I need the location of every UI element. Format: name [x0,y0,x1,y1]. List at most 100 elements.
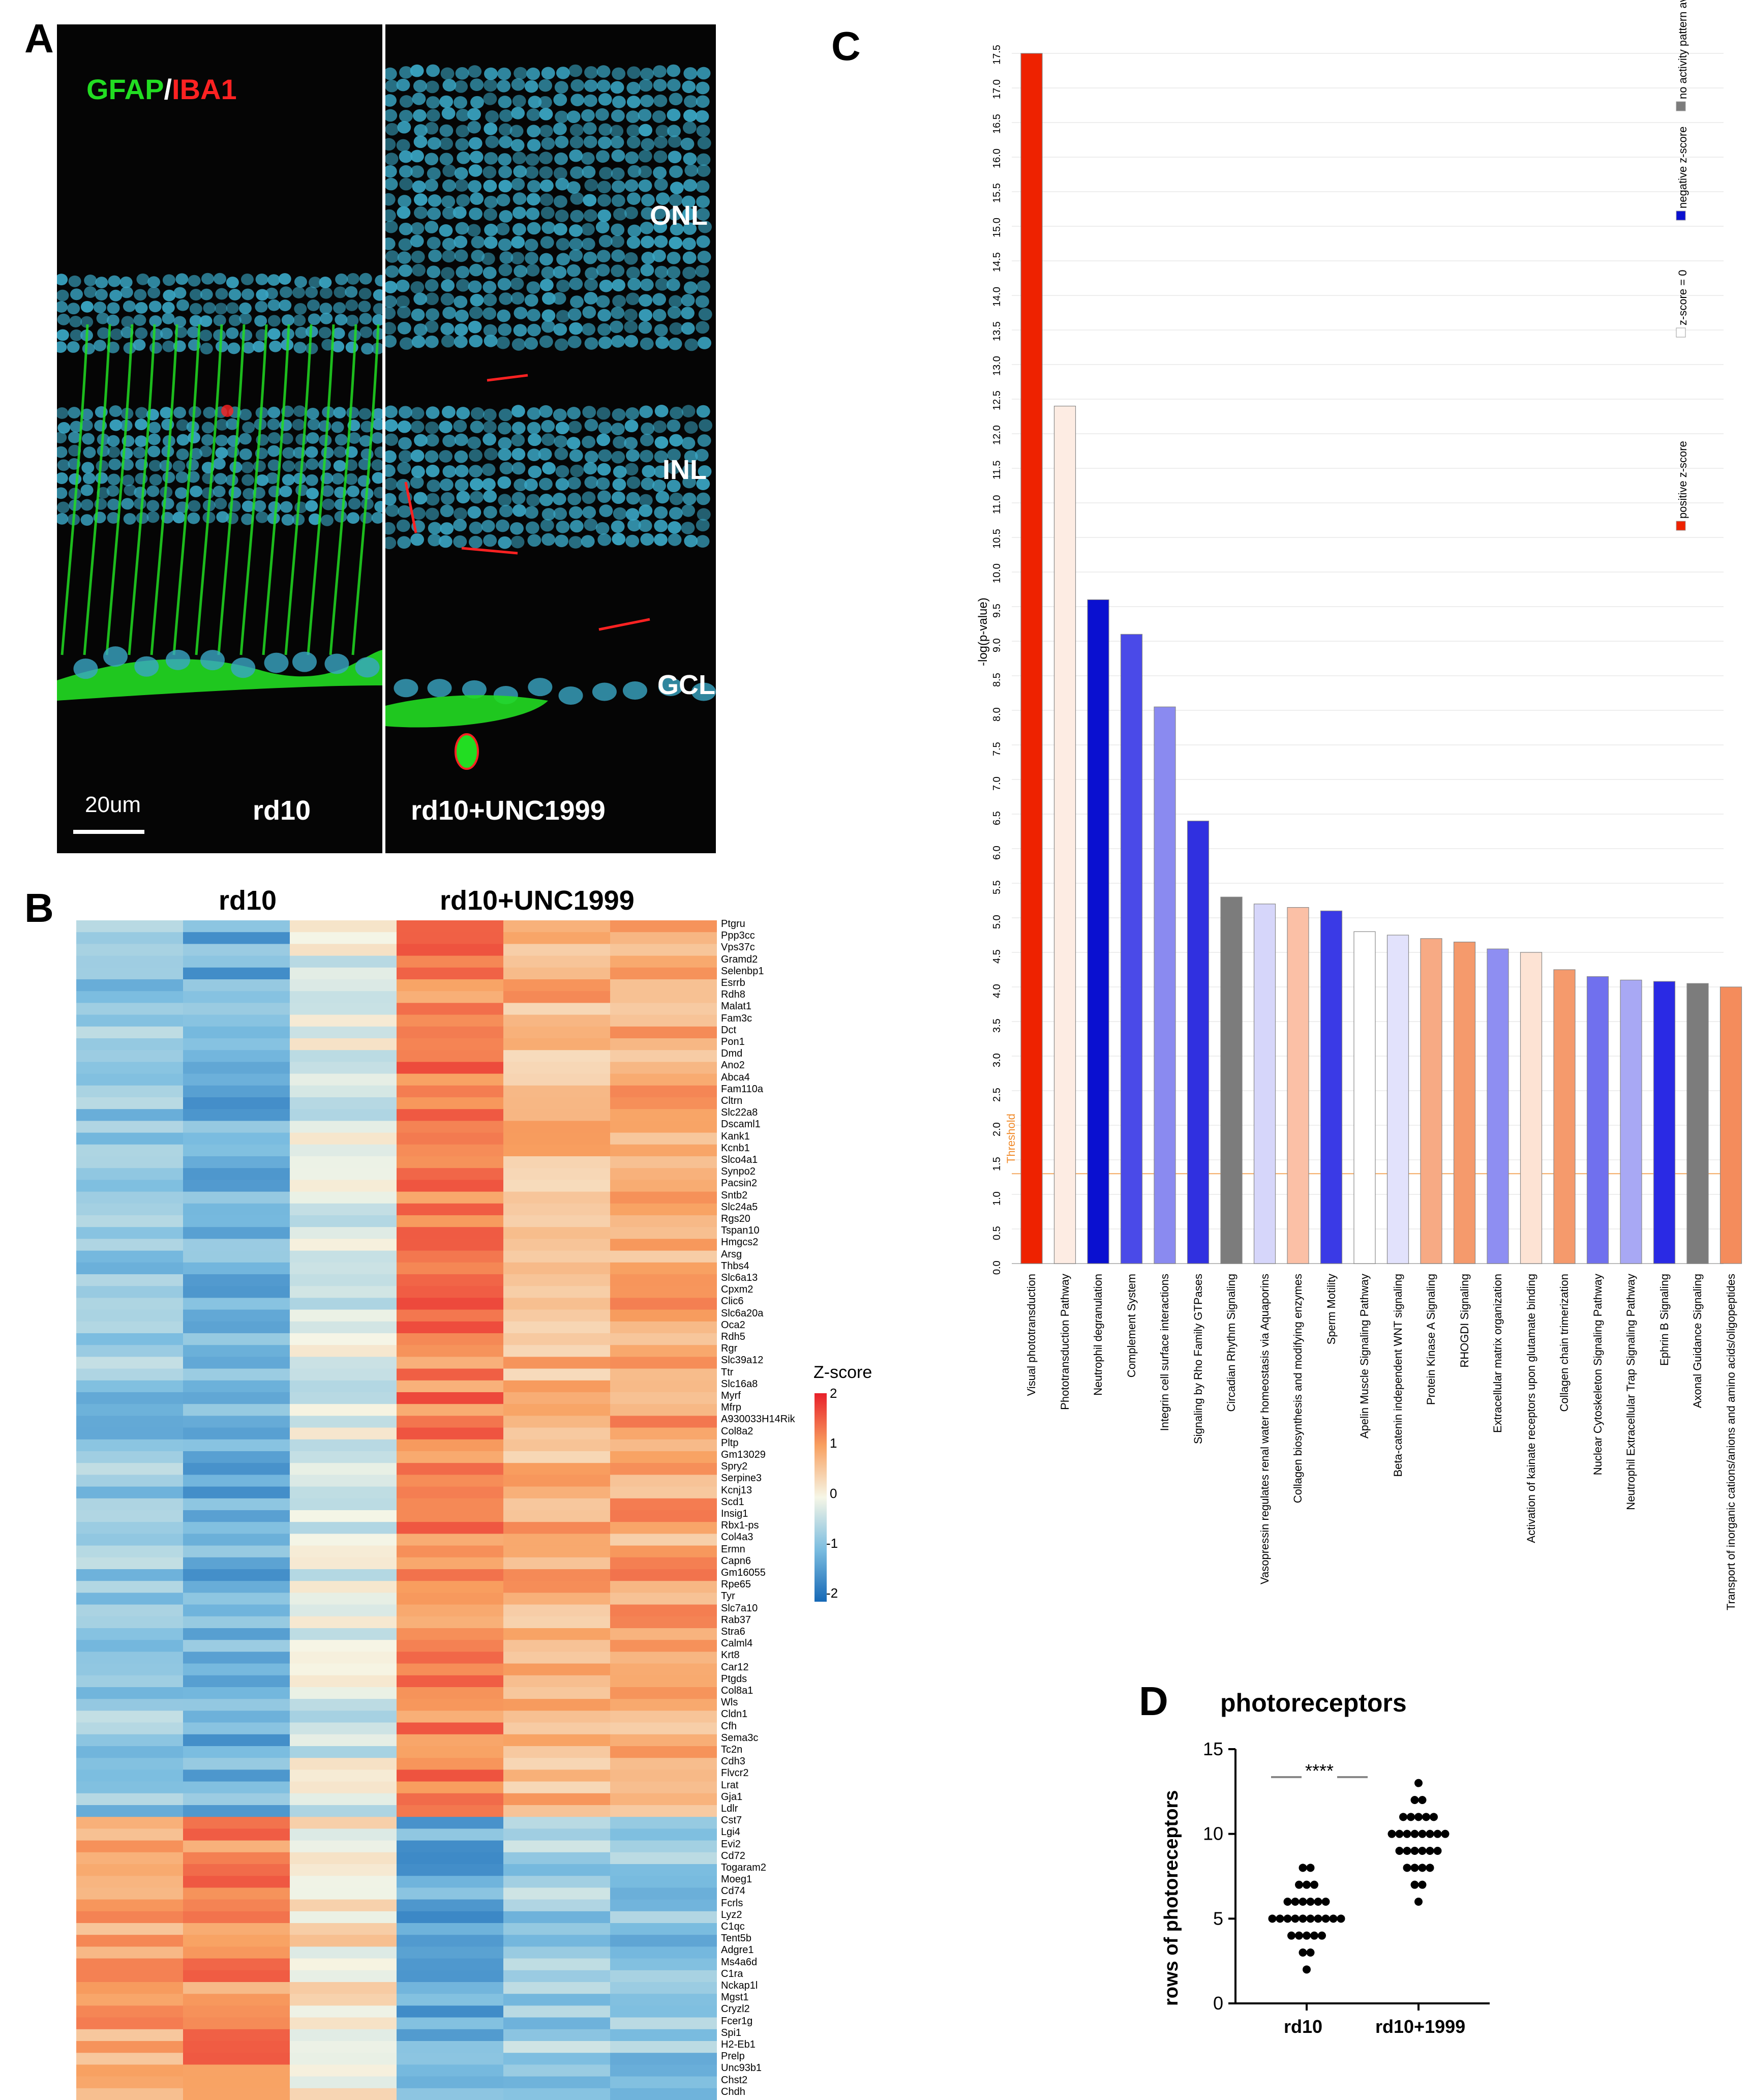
nucleus [667,306,681,319]
heatmap-cell [290,1003,397,1015]
nucleus [613,436,627,449]
nucleus [397,462,411,474]
heatmap-cell [183,1050,290,1062]
inl-nuclei-unc [385,405,713,550]
nucleus [412,109,427,122]
nucleus [611,520,625,533]
nucleus [654,506,668,519]
nucleus [499,251,514,264]
nucleus [215,288,228,300]
nucleus [345,299,358,311]
nucleus [670,406,683,419]
nucleus [149,474,162,486]
heatmap-cell [290,2053,397,2065]
gene-label: Ptgds [721,1673,747,1685]
nucleus [511,492,526,505]
nucleus [581,109,595,122]
nucleus [95,289,108,301]
nucleus [133,446,146,459]
nucleus [456,491,470,504]
nucleus [189,315,202,327]
gene-label: Lgi4 [721,1826,740,1838]
gene-label: Dmd [721,1048,743,1060]
nucleus [481,520,495,533]
nucleus [497,79,511,93]
nucleus [119,276,133,288]
nucleus [107,512,120,524]
nucleus [385,237,396,250]
nucleus [640,533,654,546]
heatmap-cell [397,991,504,1003]
nucleus [583,135,597,148]
nucleus [625,292,640,306]
y-tick-label: 16.5 [991,114,1003,134]
heatmap-cell [76,1769,184,1782]
nucleus [57,501,70,514]
heatmap-cell [397,1828,504,1841]
nucleus [396,279,410,292]
nucleus [268,501,281,513]
nucleus [135,302,148,314]
nucleus [239,313,252,325]
heatmap-cell [290,1132,397,1145]
legend-label: positive z-score [1676,441,1689,519]
heatmap-cell [503,944,611,956]
heatmap-cell [76,1852,184,1865]
scatter-point [1310,1931,1318,1940]
heatmap-cell [397,2029,504,2042]
nucleus [442,237,456,251]
nucleus [584,418,598,432]
heatmap-cell [397,1852,504,1865]
nucleus [624,206,638,220]
nucleus [120,286,133,298]
heatmap-cell [76,944,184,956]
heatmap-cell [397,1038,504,1051]
nucleus [583,209,597,222]
nucleus [442,206,456,220]
heatmap-cell [503,1946,611,1959]
nucleus [410,421,425,433]
nucleus [57,289,69,302]
nucleus [385,322,397,335]
heatmap-cell [503,1864,611,1876]
y-tick-label: 7.5 [991,742,1003,756]
heatmap-cell [503,1250,611,1263]
heatmap-cell [290,1581,397,1593]
nucleus [292,286,305,298]
heatmap-cell [503,1935,611,1947]
nucleus [425,279,439,292]
nucleus [482,281,497,293]
nucleus [624,179,639,192]
nucleus [613,208,627,221]
nucleus [654,265,669,279]
nucleus [201,422,215,434]
nucleus [123,342,136,354]
nucleus [133,314,146,326]
nucleus [148,422,161,434]
nucleus [57,341,67,353]
nucleus [147,445,161,458]
heatmap-cell [290,1699,397,1711]
nucleus [512,95,526,108]
nucleus [527,448,541,461]
heatmap-cell [503,1416,611,1428]
heatmap-cell [290,1758,397,1770]
heatmap-cell [397,2005,504,2018]
y-tick-label: 10 [1203,1823,1223,1844]
nucleus [162,312,175,324]
heatmap-cell [183,1817,290,1829]
heatmap-cell [183,1357,290,1369]
nucleus [556,520,570,533]
nucleus [335,434,348,446]
scatter-point [1418,1796,1427,1804]
heatmap-cell [503,1203,611,1216]
heatmap-cell [290,1486,397,1499]
heatmap-cell [503,1534,611,1546]
nucleus [147,433,161,445]
nucleus [525,153,539,166]
nucleus [293,314,306,326]
heatmap-cell [76,1215,184,1227]
scatter-point [1283,1914,1292,1923]
heatmap-cell [76,2029,184,2042]
heatmap-cell [397,920,504,933]
